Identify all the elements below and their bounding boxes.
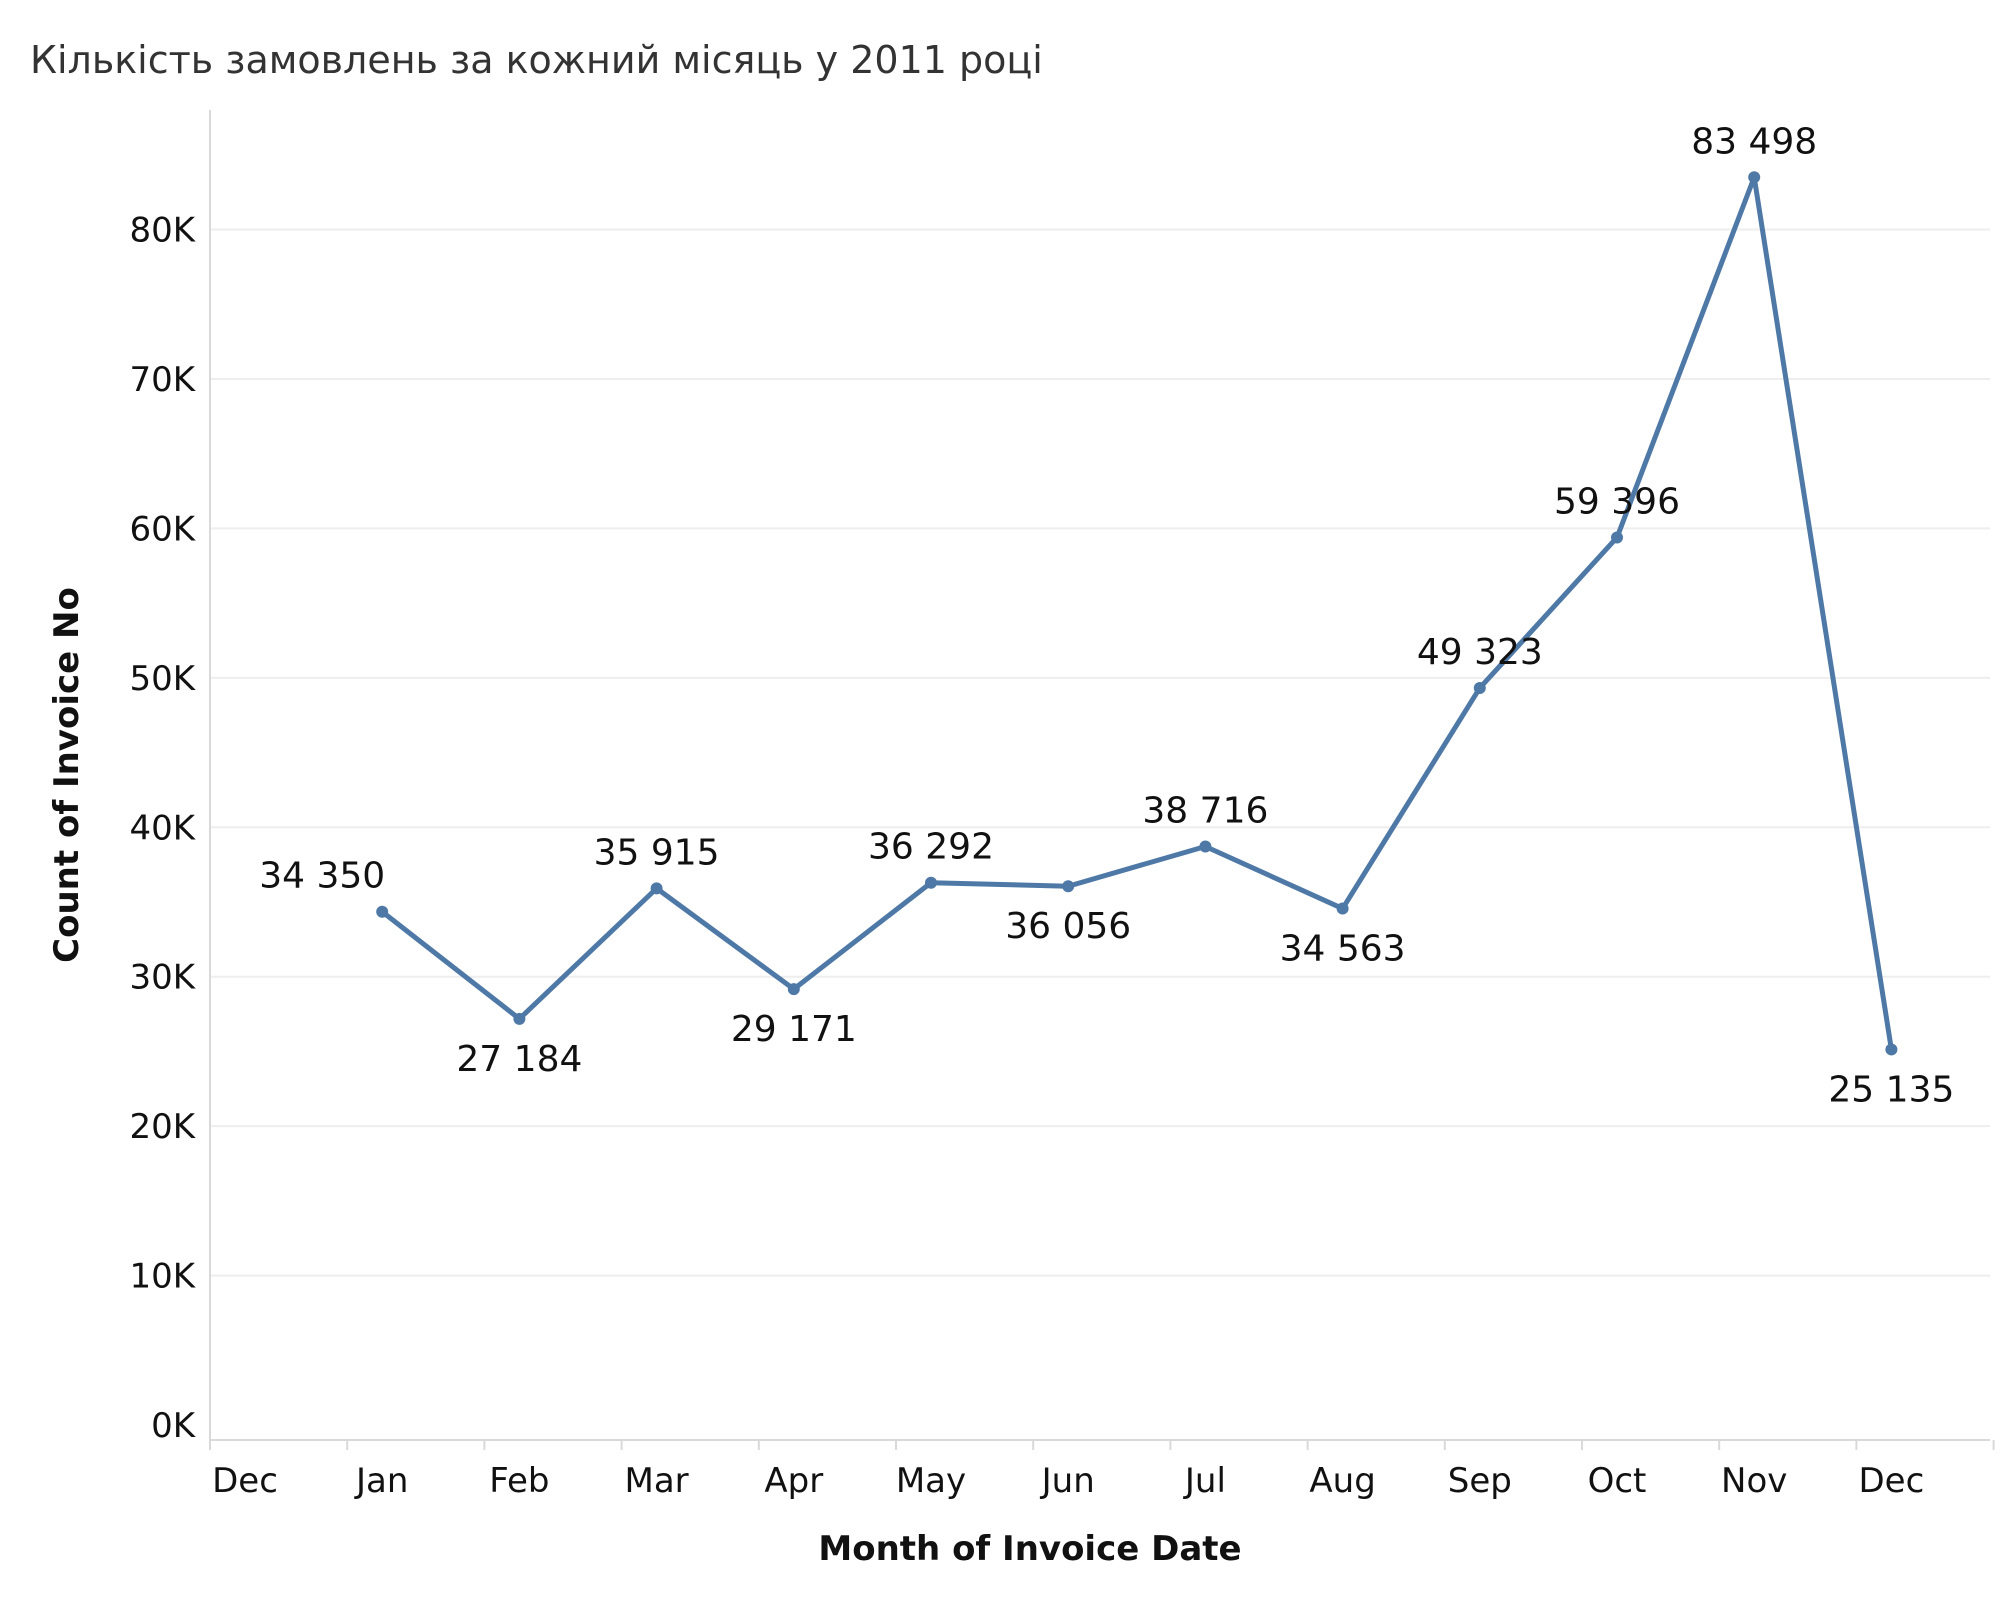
data-point <box>376 905 389 918</box>
x-tick-label: Sep <box>1448 1461 1512 1501</box>
y-tick-label: 50K <box>129 659 196 699</box>
data-point <box>1062 880 1075 893</box>
data-label: 34 563 <box>1280 929 1406 970</box>
y-axis-ticks: 0K 10K 20K 30K 40K 50K 60K 70K 80K <box>129 211 196 1447</box>
x-tick-label: Jan <box>354 1461 408 1501</box>
data-label: 36 056 <box>1005 906 1131 947</box>
data-label: 38 716 <box>1142 790 1268 831</box>
data-point <box>787 983 800 996</box>
data-point <box>513 1012 526 1025</box>
y-tick-label: 30K <box>129 958 196 998</box>
gridlines <box>210 228 1990 1277</box>
data-point <box>650 882 663 895</box>
data-label: 36 292 <box>868 827 994 868</box>
data-point <box>1473 681 1486 694</box>
x-tick-label: Aug <box>1309 1461 1375 1501</box>
data-point <box>1611 531 1623 544</box>
data-point <box>1748 171 1761 184</box>
series <box>376 171 1898 1056</box>
y-axis-title: Count of Invoice No <box>47 587 87 963</box>
data-point <box>1199 840 1212 853</box>
data-label: 59 396 <box>1554 481 1680 522</box>
data-label: 29 171 <box>731 1009 857 1050</box>
x-tick-label: Feb <box>489 1461 549 1501</box>
data-label: 83 498 <box>1691 121 1817 162</box>
y-tick-label: 60K <box>129 509 196 549</box>
y-tick-label: 10K <box>129 1257 196 1297</box>
x-tick-label: Oct <box>1588 1461 1647 1501</box>
x-tick-label: May <box>896 1461 966 1501</box>
y-tick-label: 70K <box>129 360 196 400</box>
axes <box>209 110 1990 1441</box>
x-axis-title: Month of Invoice Date <box>818 1529 1241 1569</box>
x-tick-label: Dec <box>212 1461 278 1501</box>
data-label: 35 915 <box>594 832 720 873</box>
data-label: 25 135 <box>1828 1069 1954 1110</box>
data-point <box>1336 902 1349 915</box>
x-axis-ticks: DecJanFebMarAprMayJunJulAugSepOctNovDecJ… <box>209 1440 1995 1501</box>
data-point <box>925 876 937 889</box>
x-tick-label: Dec <box>1859 1461 1925 1501</box>
x-tick-label: Jul <box>1183 1461 1226 1501</box>
data-labels: 34 350 27 184 35 915 29 171 36 292 36 056 38 7… <box>259 121 1954 1110</box>
y-tick-label: 20K <box>129 1107 196 1147</box>
y-tick-label: 0K <box>151 1406 197 1446</box>
y-tick-label: 40K <box>129 808 196 848</box>
x-tick-label: Mar <box>625 1461 689 1501</box>
x-tick-label: Nov <box>1721 1461 1787 1501</box>
series-line <box>379 174 1894 1052</box>
x-tick-label: Jun <box>1040 1461 1095 1501</box>
data-label: 49 323 <box>1417 632 1543 673</box>
y-tick-label: 80K <box>129 211 196 251</box>
data-label: 27 184 <box>456 1039 582 1080</box>
x-tick-label: Apr <box>764 1461 823 1501</box>
data-point <box>1885 1043 1898 1056</box>
chart-title: Кількість замовлень за кожний місяць у 2… <box>30 38 1043 82</box>
data-label: 34 350 <box>259 856 385 897</box>
